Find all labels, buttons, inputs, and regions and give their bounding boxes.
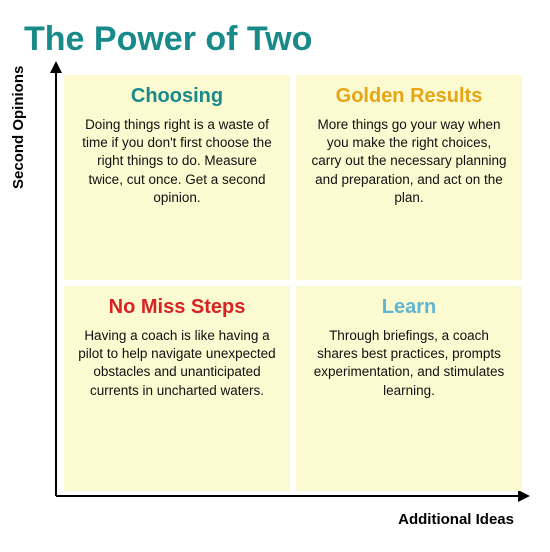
quadrant-bottom-left: No Miss Steps Having a coach is like hav… xyxy=(64,286,290,491)
quadrant-title: Learn xyxy=(382,296,436,319)
quadrant-bottom-right: Learn Through briefings, a coach shares … xyxy=(296,286,522,491)
quadrant-top-left: Choosing Doing things right is a waste o… xyxy=(64,75,290,280)
quadrant-top-right: Golden Results More things go your way w… xyxy=(296,75,522,280)
quadrant-body: Having a coach is like having a pilot to… xyxy=(78,327,276,400)
quadrant-chart: Second Opinions Additional Ideas Choosin… xyxy=(24,69,524,524)
quadrant-title: No Miss Steps xyxy=(109,296,246,319)
x-axis-label: Additional Ideas xyxy=(398,511,514,528)
quadrant-body: Through briefings, a coach shares best p… xyxy=(310,327,508,400)
quadrant-body: Doing things right is a waste of time if… xyxy=(78,116,276,207)
quadrant-grid: Choosing Doing things right is a waste o… xyxy=(64,75,522,491)
quadrant-title: Golden Results xyxy=(336,85,483,108)
page-title: The Power of Two xyxy=(24,20,526,59)
quadrant-body: More things go your way when you make th… xyxy=(310,116,508,207)
y-axis-label: Second Opinions xyxy=(10,66,27,189)
quadrant-title: Choosing xyxy=(131,85,223,108)
